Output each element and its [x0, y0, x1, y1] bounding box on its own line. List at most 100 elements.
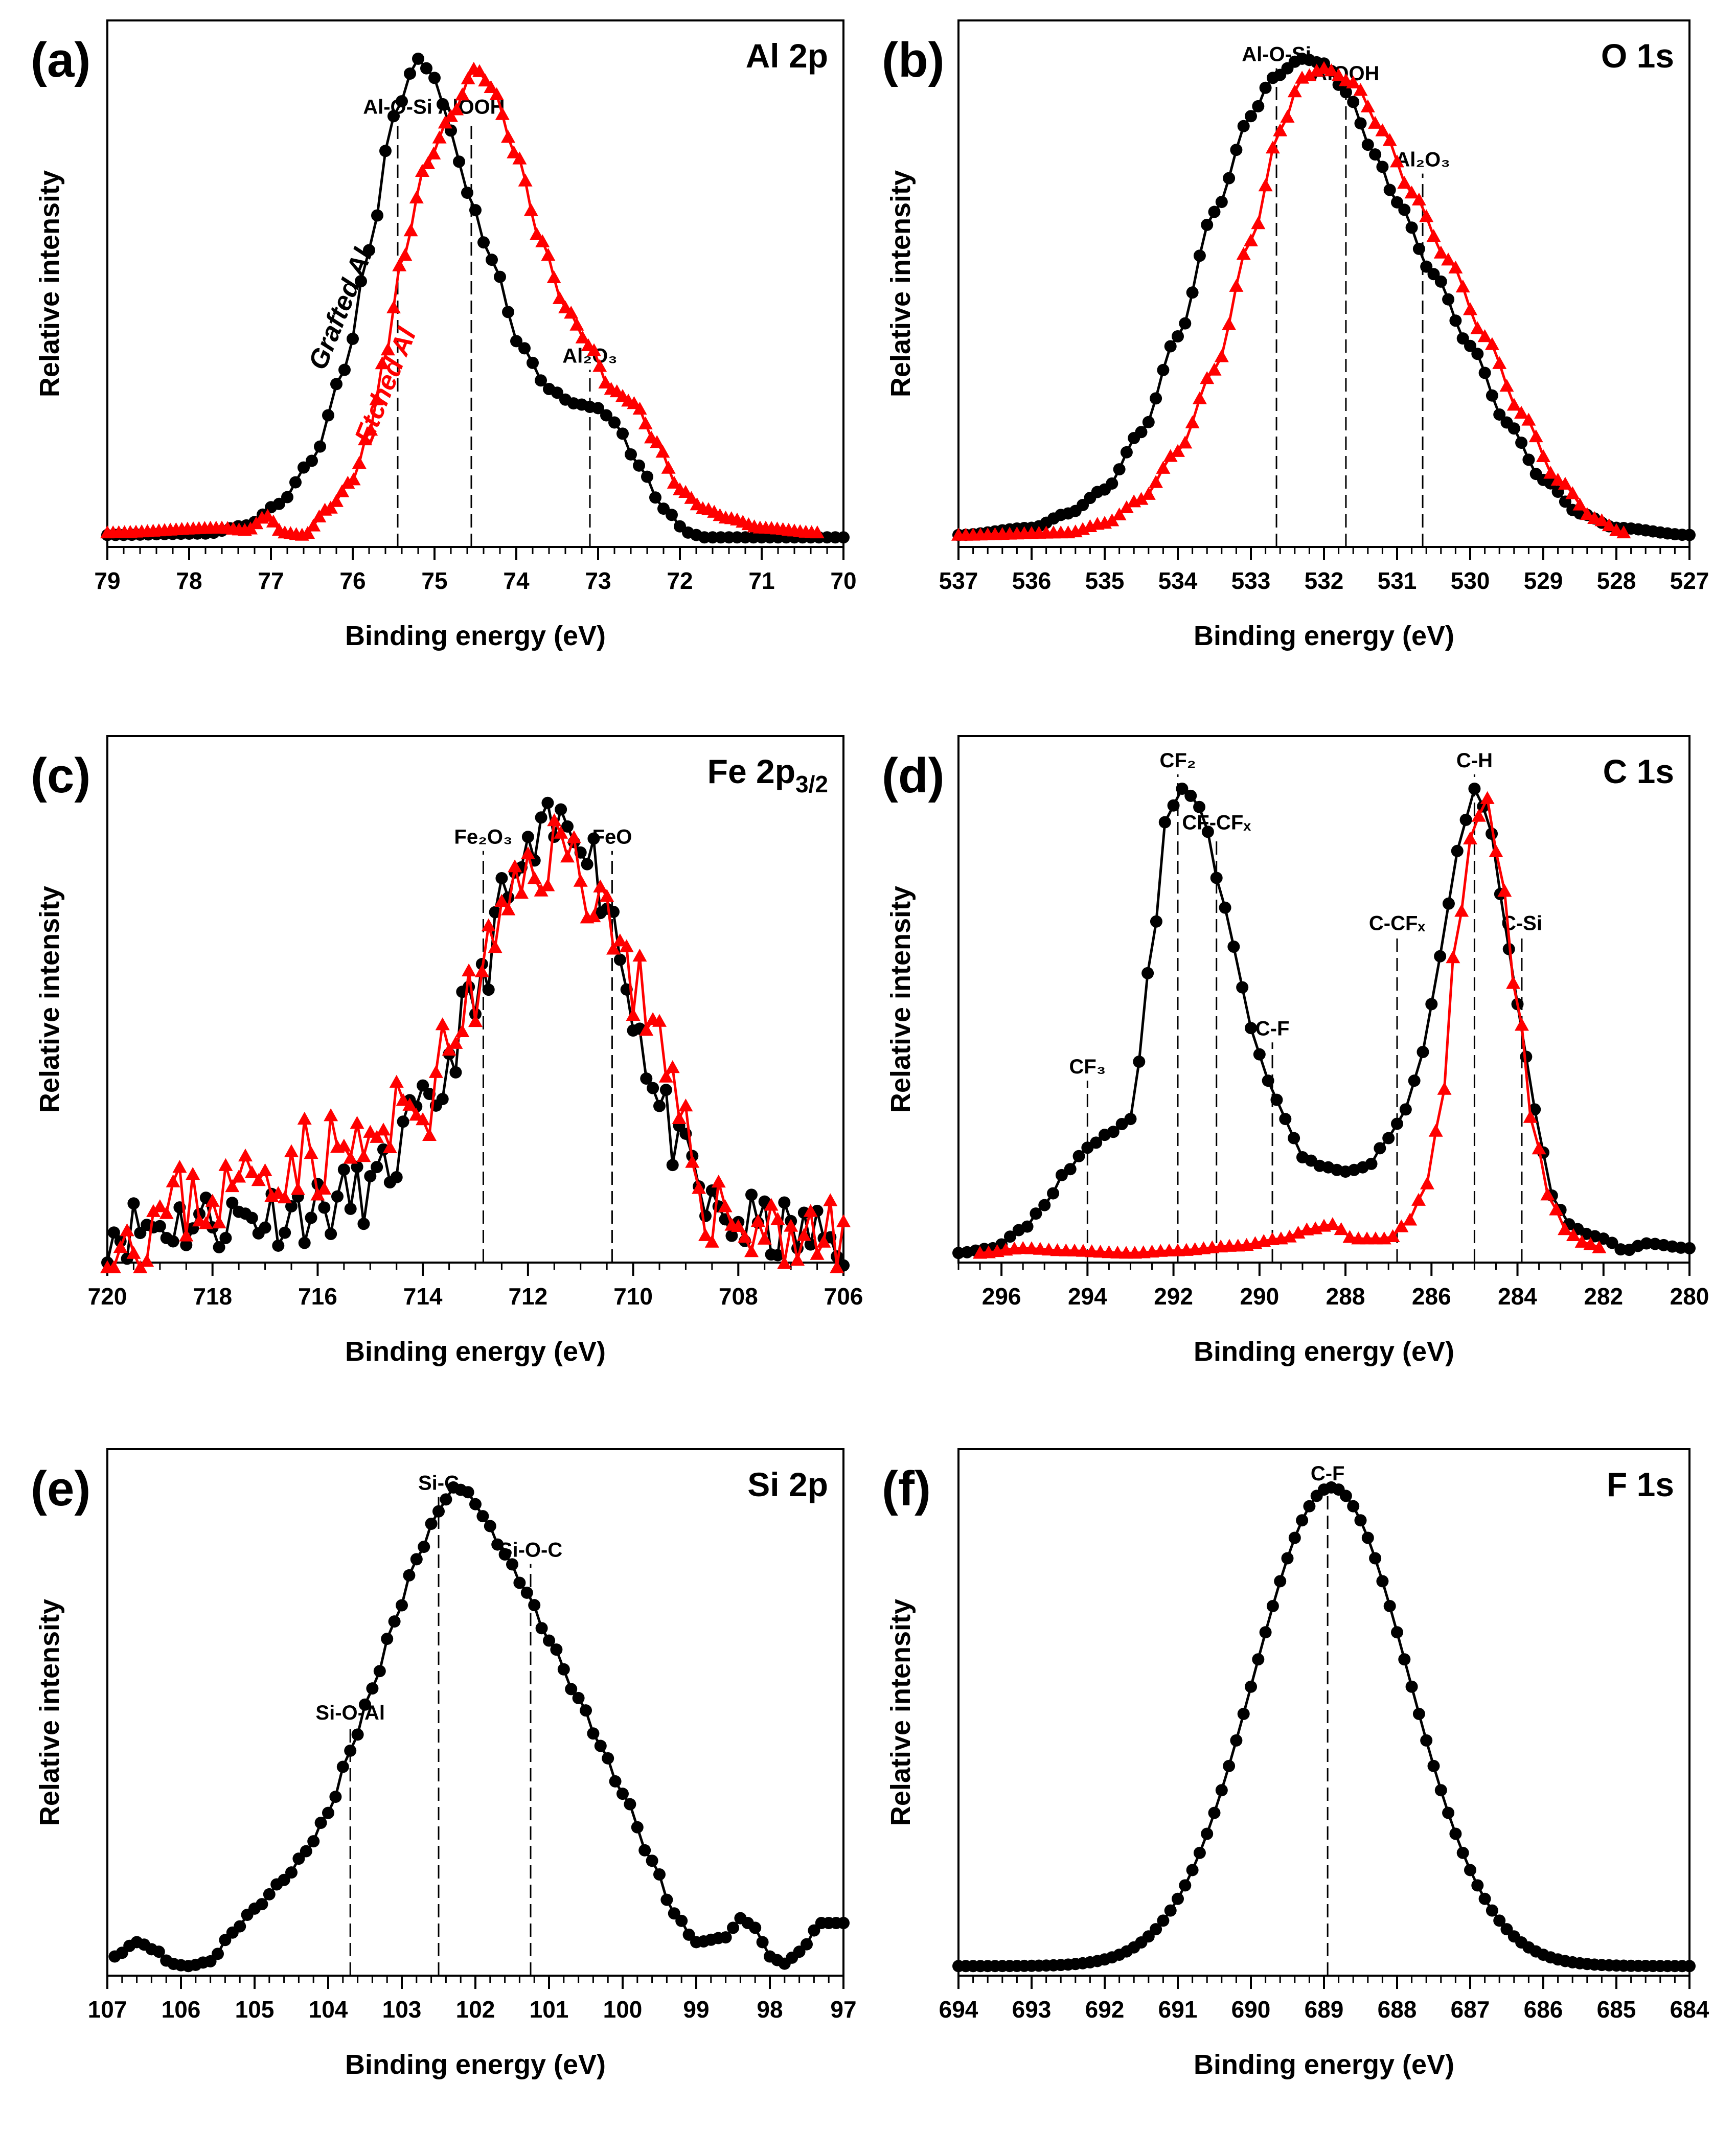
data-point — [1459, 813, 1472, 826]
data-point — [565, 1683, 578, 1696]
data-point — [1506, 398, 1521, 411]
panel-title: F 1s — [1607, 1466, 1674, 1503]
data-point — [422, 1128, 437, 1141]
data-point — [1574, 1234, 1589, 1248]
data-point — [1339, 86, 1352, 99]
data-point — [836, 1214, 851, 1227]
data-point — [1021, 1220, 1034, 1233]
series-grafted-al — [952, 783, 1696, 1260]
x-tick-label: 716 — [298, 1283, 337, 1310]
data-point — [258, 1163, 272, 1177]
data-point — [329, 1791, 342, 1803]
data-point — [541, 796, 554, 809]
data-point — [478, 73, 493, 87]
x-tick-label: 75 — [421, 567, 447, 594]
data-point — [1549, 1202, 1564, 1216]
reference-label: Si-O-Al — [315, 1702, 385, 1724]
plot-frame — [957, 735, 1691, 1264]
data-point — [1172, 330, 1184, 342]
data-point — [534, 883, 549, 897]
data-point — [1281, 1552, 1294, 1565]
x-tick-label: 689 — [1305, 1996, 1344, 2023]
data-point — [476, 1510, 489, 1523]
data-point — [1252, 100, 1265, 112]
data-point — [678, 485, 693, 498]
data-point — [652, 1014, 667, 1027]
data-point — [1158, 816, 1171, 829]
data-point — [106, 1260, 121, 1273]
panel-label: (a) — [31, 33, 90, 87]
data-point — [1419, 209, 1434, 222]
data-point — [486, 254, 498, 266]
data-point — [484, 80, 498, 94]
data-point — [592, 402, 604, 415]
data-point — [366, 1682, 379, 1695]
data-point — [837, 1917, 850, 1929]
curve-label: Grafted Al — [303, 244, 379, 374]
data-point — [495, 107, 510, 120]
data-point — [665, 1060, 680, 1073]
data-point — [1550, 472, 1565, 486]
data-point — [314, 440, 326, 453]
data-point — [172, 1160, 187, 1173]
plot-frame — [106, 1448, 844, 1977]
data-point — [719, 1931, 732, 1944]
data-point — [322, 409, 334, 422]
data-point — [557, 1663, 570, 1676]
data-point — [649, 491, 661, 504]
data-point — [1594, 513, 1609, 526]
data-point — [1558, 476, 1572, 490]
data-point — [1399, 1103, 1412, 1116]
data-point — [1540, 1187, 1555, 1201]
y-axis-label: Relative intensity — [885, 1599, 916, 1826]
data-point — [609, 1775, 622, 1788]
data-point — [1365, 1157, 1378, 1170]
data-point — [1523, 1110, 1538, 1123]
series-line — [958, 57, 1690, 537]
data-point — [1683, 529, 1696, 541]
data-point — [494, 894, 509, 907]
data-point — [357, 1218, 370, 1230]
data-point — [266, 514, 281, 528]
data-point — [312, 509, 327, 522]
data-point — [1259, 1626, 1272, 1639]
x-tick-label: 718 — [193, 1283, 232, 1310]
data-point — [624, 1798, 636, 1811]
data-point — [463, 980, 475, 993]
data-point — [1382, 133, 1397, 146]
x-tick-label: 720 — [88, 1283, 127, 1310]
data-point — [801, 1938, 813, 1951]
data-point — [672, 1111, 687, 1125]
data-point — [561, 820, 574, 833]
data-point — [317, 1181, 332, 1195]
x-axis-label: Binding energy (eV) — [1194, 621, 1454, 651]
data-point — [1245, 1022, 1257, 1035]
data-point — [325, 1227, 337, 1240]
data-point — [1383, 184, 1396, 196]
data-point — [1492, 356, 1507, 369]
data-point — [455, 87, 470, 101]
data-point — [1119, 500, 1134, 514]
data-point — [1408, 1074, 1421, 1087]
x-tick-label: 688 — [1378, 1996, 1417, 2023]
data-point — [1486, 389, 1498, 402]
x-tick-label: 106 — [162, 1996, 201, 2023]
data-point — [1493, 408, 1506, 421]
data-point — [1227, 941, 1240, 953]
data-point — [653, 1868, 666, 1881]
x-tick-label: 536 — [1012, 567, 1052, 594]
data-point — [1236, 981, 1249, 994]
data-point — [626, 1008, 641, 1021]
data-point — [1602, 518, 1616, 532]
data-point — [284, 1144, 299, 1157]
data-point — [646, 1855, 658, 1867]
data-point — [272, 1239, 285, 1252]
x-tick-label: 98 — [757, 1996, 783, 2023]
data-point — [1426, 229, 1441, 242]
data-point — [1236, 247, 1251, 260]
data-point — [1105, 513, 1120, 526]
data-point — [594, 1739, 607, 1752]
data-point — [1497, 884, 1512, 897]
data-point — [1223, 1759, 1236, 1772]
x-tick-label: 77 — [258, 567, 284, 594]
